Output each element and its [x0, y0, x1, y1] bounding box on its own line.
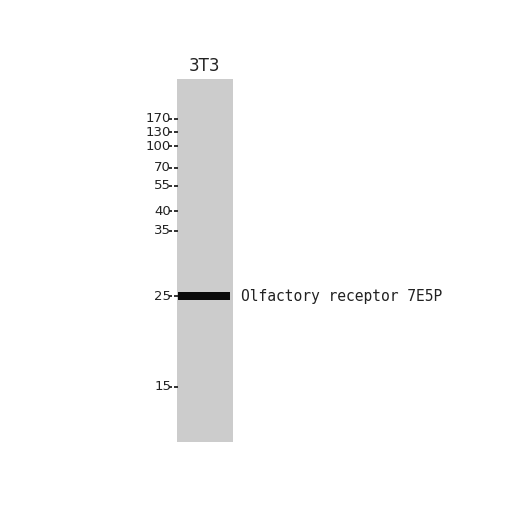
- Text: 25: 25: [154, 289, 171, 303]
- Text: 100: 100: [146, 140, 171, 153]
- Text: 3T3: 3T3: [189, 57, 221, 75]
- Text: Olfactory receptor 7E5P: Olfactory receptor 7E5P: [241, 289, 442, 304]
- Text: 130: 130: [146, 126, 171, 139]
- Bar: [177, 79, 232, 442]
- Text: 70: 70: [154, 161, 171, 175]
- Text: 55: 55: [154, 179, 171, 192]
- Text: 15: 15: [154, 380, 171, 393]
- Text: 170: 170: [146, 112, 171, 125]
- Text: 40: 40: [155, 205, 171, 218]
- Bar: [178, 292, 230, 300]
- Text: 35: 35: [154, 224, 171, 238]
